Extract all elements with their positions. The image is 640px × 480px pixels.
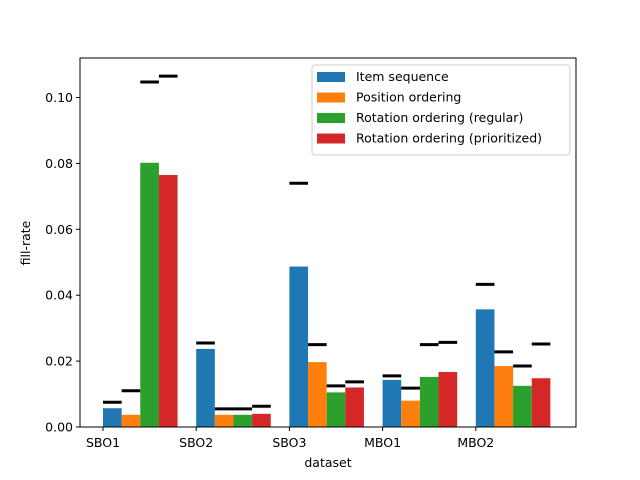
x-tick-label: MBO2	[457, 435, 494, 450]
x-axis-title: dataset	[304, 455, 351, 470]
y-tick-label: 0.04	[45, 288, 73, 303]
bar-mbo2-series-2	[494, 366, 514, 427]
bar-sbo1-series-2	[121, 414, 141, 427]
x-tick-label: MBO1	[364, 435, 401, 450]
y-tick-label: 0.08	[45, 156, 73, 171]
bar-mbo2-series-4	[531, 378, 551, 427]
y-tick-label: 0.00	[45, 420, 73, 435]
bar-mbo1-series-4	[438, 371, 458, 427]
bar-sbo1-series-4	[158, 174, 178, 427]
legend-label: Rotation ordering (prioritized)	[356, 131, 542, 146]
bar-mbo1-series-2	[401, 400, 420, 427]
bar-sbo2-series-3	[233, 414, 253, 427]
legend-frame	[311, 64, 571, 156]
bar-sbo3-series-1	[289, 266, 309, 427]
x-tick-label: SBO3	[272, 435, 306, 450]
y-tick-label: 0.02	[45, 354, 73, 369]
legend-swatch	[317, 113, 345, 123]
bar-mbo1-series-1	[382, 379, 402, 427]
bar-mbo2-series-1	[475, 309, 495, 427]
legend-swatch	[317, 72, 345, 82]
bar-sbo3-series-2	[308, 362, 327, 427]
axes-layer: 0.00 0.02 0.04 0.06 0.08 0.10 SBO1 SBO2 SBO3 MBO1…	[45, 57, 577, 450]
bar-mbo1-series-3	[419, 376, 439, 427]
x-tick-label: SBO1	[86, 435, 120, 450]
y-tick-label: 0.06	[45, 222, 73, 237]
legend-label: Rotation ordering (regular)	[356, 110, 523, 125]
legend-label: Item sequence	[356, 69, 449, 84]
legend-swatch	[317, 92, 345, 103]
x-tick-label: SBO2	[179, 435, 213, 450]
bar-sbo3-series-3	[326, 392, 346, 427]
bar-sbo2-series-1	[196, 348, 215, 427]
markers-layer	[103, 74, 551, 411]
bar-mbo2-series-3	[513, 385, 532, 427]
bar-sbo2-series-2	[214, 414, 234, 427]
legend: Item sequence Position ordering Rotation o…	[311, 64, 571, 156]
bar-sbo1-series-3	[140, 162, 159, 427]
plot-frame	[79, 57, 577, 428]
y-tick-label: 0.10	[45, 90, 73, 105]
legend-swatch	[317, 133, 345, 144]
legend-label: Position ordering	[356, 90, 461, 105]
y-axis-title: fill-rate	[18, 220, 33, 265]
bars-layer	[103, 162, 551, 427]
bar-sbo2-series-4	[252, 413, 271, 427]
bar-sbo3-series-4	[345, 387, 364, 427]
bar-sbo1-series-1	[103, 408, 122, 427]
